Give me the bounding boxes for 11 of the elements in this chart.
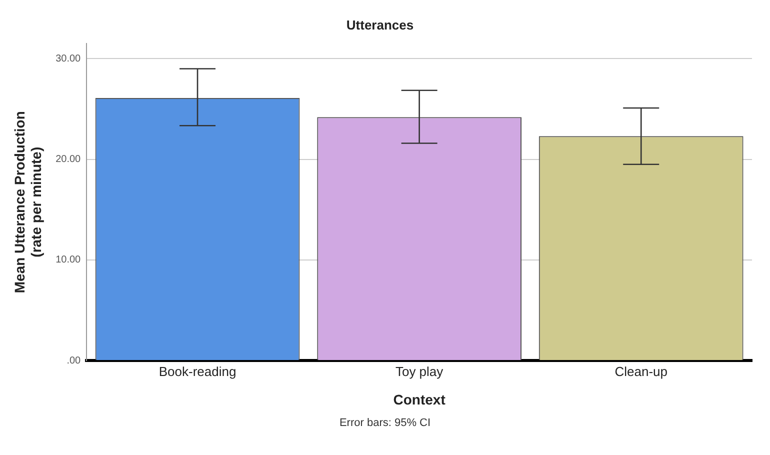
- x-tick-label: Clean-up: [614, 364, 668, 379]
- x-tick-label: Book-reading: [158, 364, 236, 379]
- x-tick-label: Toy play: [395, 364, 444, 379]
- y-axis-title: Mean Utterance Production (rate per minute): [11, 111, 44, 294]
- chart-title: Utterances: [346, 17, 414, 32]
- x-axis-title: Context: [393, 391, 446, 408]
- y-tick-label: 20.00: [56, 154, 82, 166]
- y-tick-label: .00: [66, 355, 82, 366]
- y-tick-label: 30.00: [56, 53, 82, 64]
- text: Error bars: 95% CI: [338, 417, 432, 429]
- y-tick-label: 10.00: [56, 254, 82, 266]
